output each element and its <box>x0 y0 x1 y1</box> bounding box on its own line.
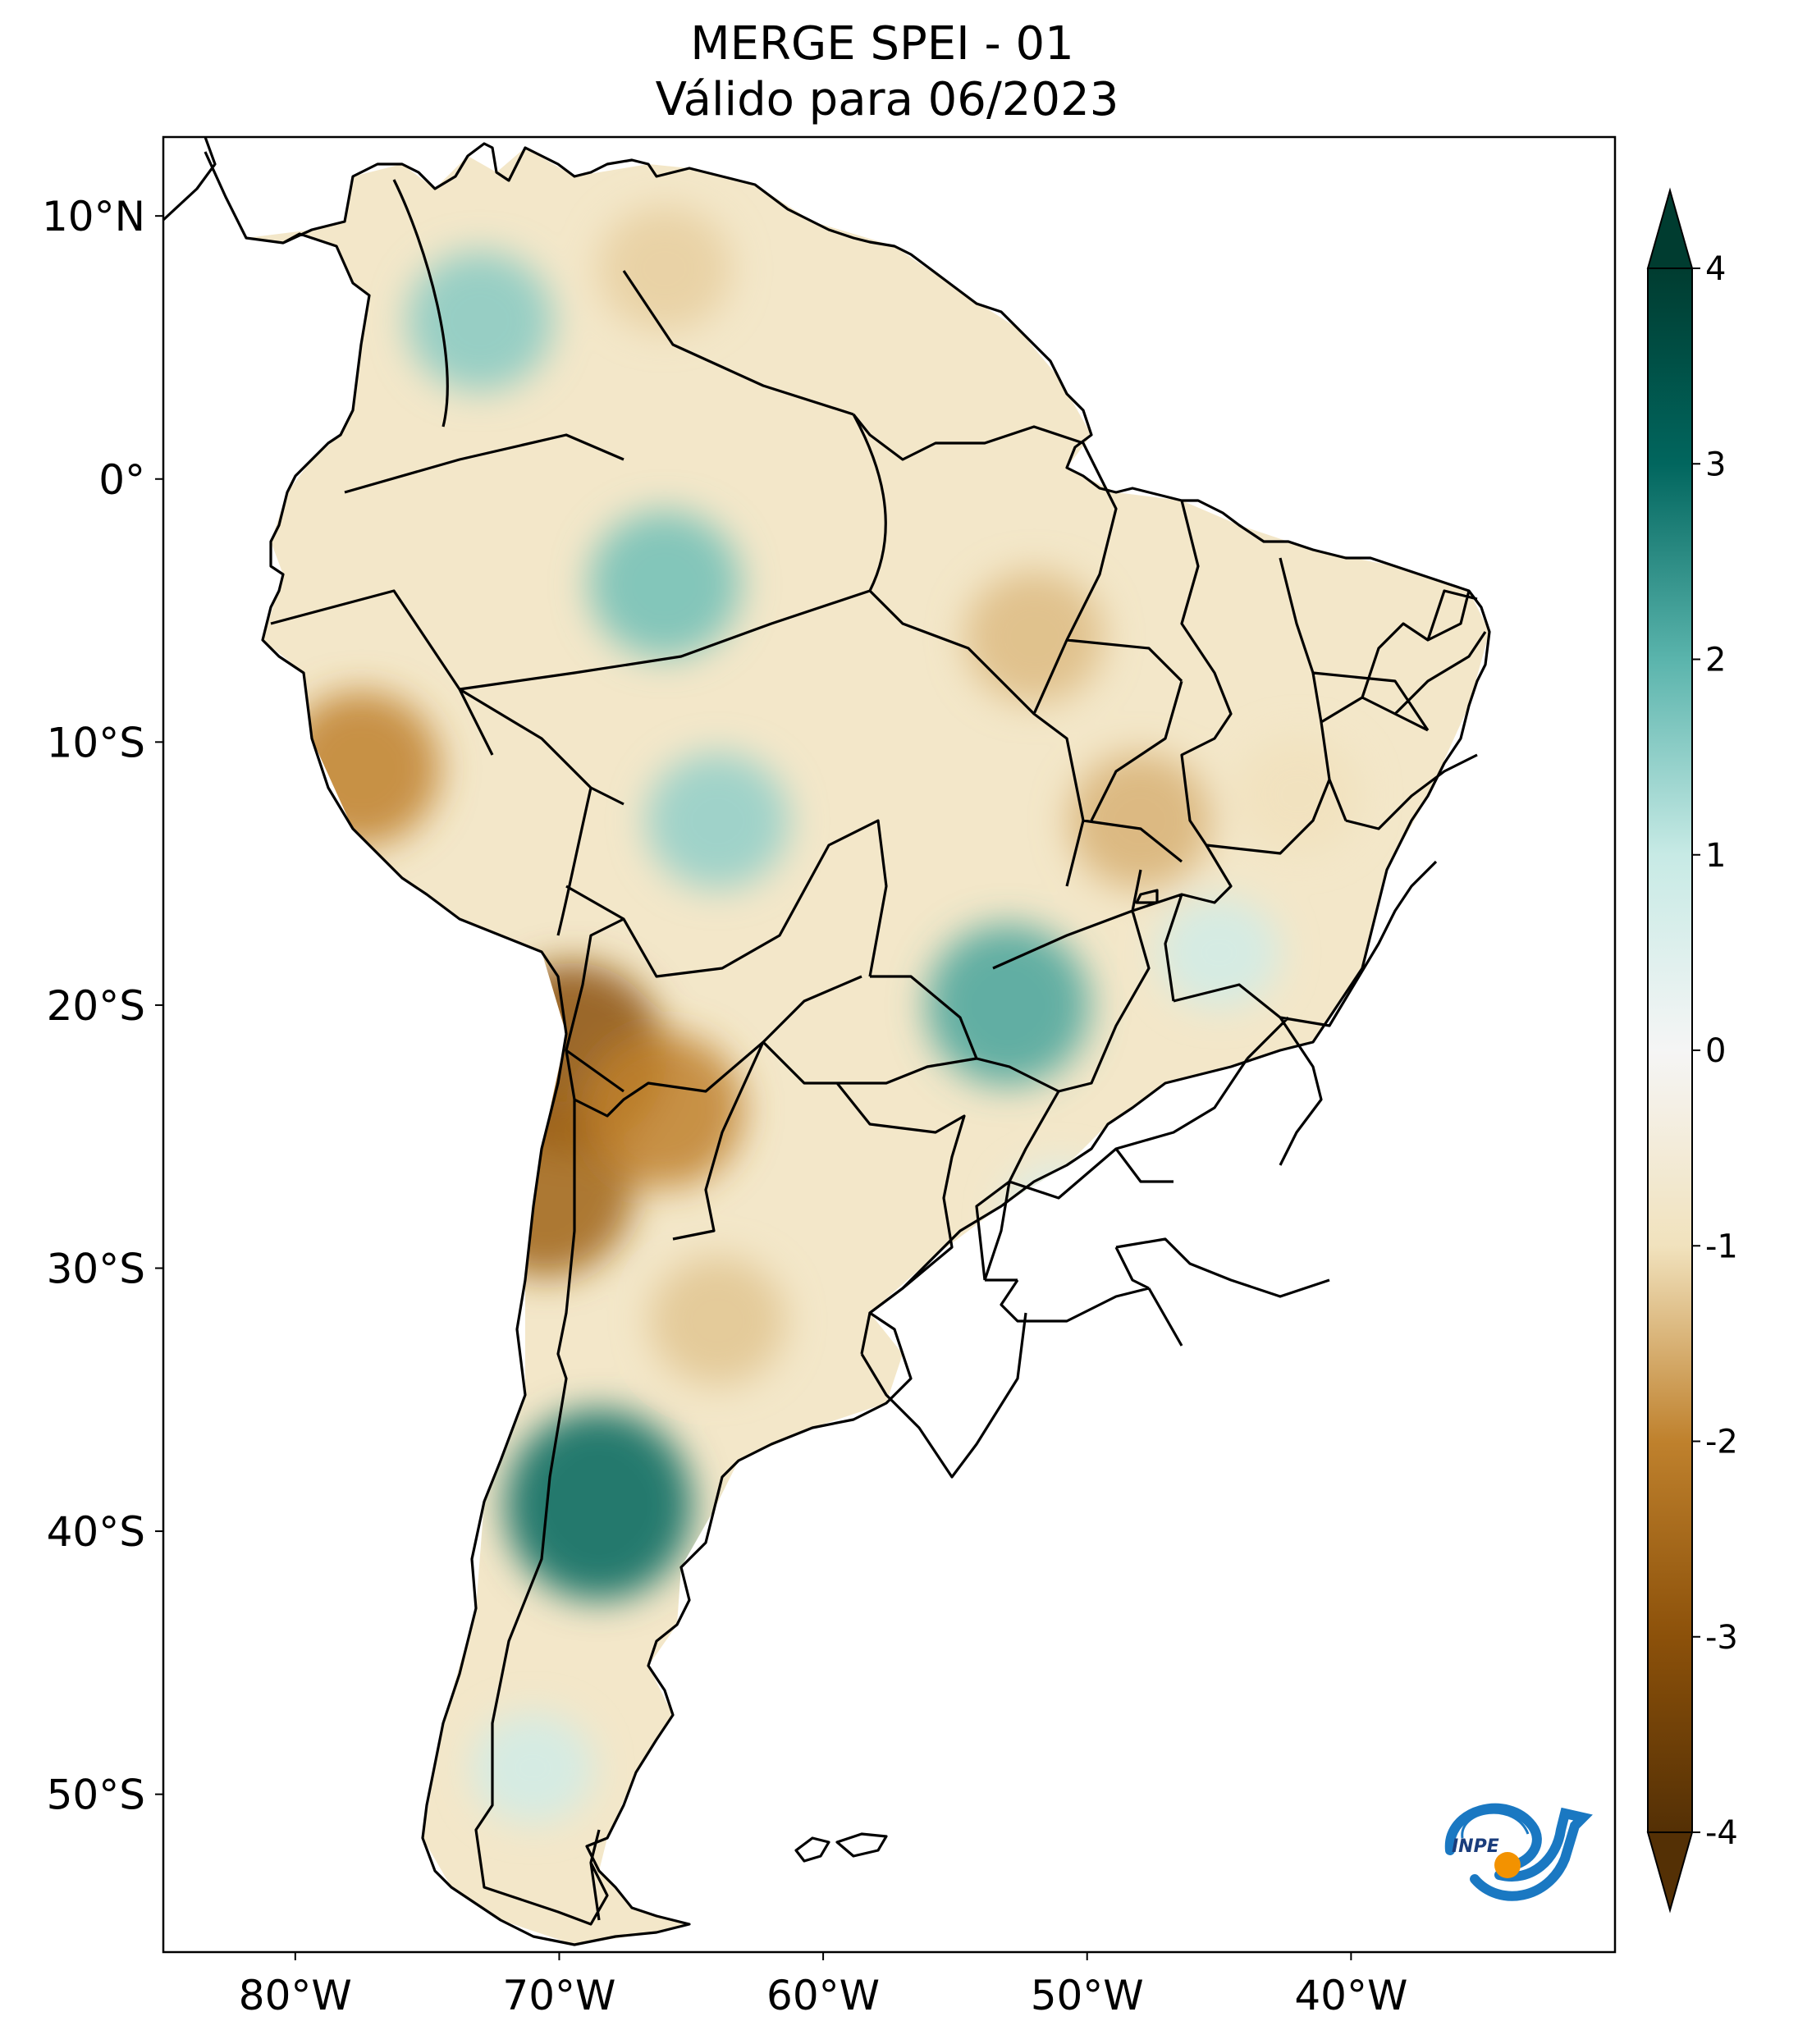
anomaly-cell <box>926 924 1090 1086</box>
spei-anomaly-field <box>282 205 1363 1824</box>
falkland-islands-outline <box>794 1832 888 1863</box>
inpe-logo-swoosh-icon <box>1444 1803 1593 1901</box>
anomaly-cell <box>1158 897 1280 1008</box>
colorbar-tick-label: -4 <box>1705 1814 1738 1852</box>
anomaly-cell <box>964 570 1105 703</box>
colorbar-tick-label: 0 <box>1705 1032 1726 1070</box>
colorbar-tick-label: -3 <box>1705 1619 1738 1657</box>
inpe-logo-ring-icon <box>1461 1811 1530 1839</box>
inpe-logo: INPE <box>1444 1803 1593 1901</box>
lon-tick-label: 60°W <box>766 1972 880 2019</box>
map-panel <box>163 137 1615 1952</box>
lon-tick-label: 80°W <box>239 1972 352 2019</box>
anomaly-cell <box>505 1410 693 1601</box>
map-frame <box>162 135 1617 1954</box>
colorbar-gradient <box>1647 268 1693 1833</box>
anomaly-cell <box>597 205 732 332</box>
lon-tick-label: 40°W <box>1294 1972 1407 2019</box>
colorbar-tick-label: 1 <box>1705 837 1726 875</box>
map-title-line2: Válido para 06/2023 <box>656 73 1119 126</box>
lat-tick-label: 0° <box>98 456 145 504</box>
lat-tick-label: 50°S <box>47 1772 145 1819</box>
anomaly-cell <box>646 752 789 889</box>
lat-tick-label: 40°S <box>47 1508 145 1556</box>
colorbar-tick-label: 3 <box>1705 446 1726 483</box>
lat-tick-label: 30°S <box>47 1245 145 1292</box>
anomaly-cell <box>586 1033 744 1188</box>
longitude-axis: 80°W 70°W 60°W 50°W 40°W <box>239 1952 1407 2019</box>
anomaly-cell <box>588 510 741 658</box>
country-outlines <box>163 137 1491 1946</box>
anomaly-cell <box>649 1256 786 1386</box>
inpe-logo-orb-icon <box>1494 1852 1521 1878</box>
anomaly-cell <box>407 251 553 391</box>
lat-tick-label: 10°S <box>47 719 145 766</box>
colorbar-bottom-extension <box>1646 1831 1694 1914</box>
colorbar-top-extension <box>1646 187 1694 269</box>
colorbar-tick-label: -1 <box>1705 1228 1738 1265</box>
map-title-line1: MERGE SPEI - 01 <box>690 17 1073 71</box>
lat-tick-label: 20°S <box>47 982 145 1030</box>
colorbar: 4 3 2 1 0 -1 -2 -3 -4 <box>1646 187 1738 1914</box>
colorbar-ticks: 4 3 2 1 0 -1 -2 -3 -4 <box>1692 250 1738 1852</box>
colorbar-tick-label: 2 <box>1705 642 1726 679</box>
colorbar-tick-label: 4 <box>1705 250 1726 288</box>
latitude-axis: 10°N 0° 10°S 20°S 30°S 40°S 50°S <box>42 193 163 1819</box>
inpe-logo-text: INPE <box>1452 1836 1499 1857</box>
anomaly-cell <box>471 1712 594 1824</box>
south-america-coastline <box>163 137 1491 1946</box>
lon-tick-label: 50°W <box>1031 1972 1144 2019</box>
brazil-state-borders <box>852 414 1487 1347</box>
colorbar-tick-label: -2 <box>1705 1424 1738 1461</box>
lat-tick-label: 10°N <box>42 193 145 240</box>
anomaly-cell <box>1234 735 1363 854</box>
lon-tick-label: 70°W <box>502 1972 615 2019</box>
